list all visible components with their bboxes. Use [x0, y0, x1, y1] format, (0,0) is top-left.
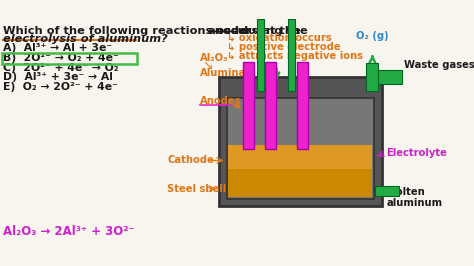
- Bar: [243, 62, 254, 149]
- Text: Waste gases: Waste gases: [404, 60, 474, 70]
- Text: O₂ (g): O₂ (g): [356, 31, 389, 41]
- Text: A)  Al³⁺ → Al + 3e⁻: A) Al³⁺ → Al + 3e⁻: [3, 43, 112, 53]
- Bar: [288, 19, 295, 91]
- Text: Al₂O₃ → 2Al³⁺ + 3O²⁻: Al₂O₃ → 2Al³⁺ + 3O²⁻: [2, 225, 134, 238]
- Bar: [227, 98, 374, 199]
- Bar: [219, 77, 382, 206]
- Text: electrolysis of aluminum?: electrolysis of aluminum?: [2, 34, 167, 44]
- Bar: [375, 186, 399, 196]
- Text: Al₂O₃: Al₂O₃: [200, 53, 228, 63]
- Text: ↳ oxidation occurs: ↳ oxidation occurs: [227, 33, 331, 43]
- Text: Alumina: Alumina: [200, 68, 246, 78]
- Text: ↘: ↘: [202, 59, 213, 72]
- Text: Electrolyte: Electrolyte: [386, 148, 447, 158]
- Text: Anodes: Anodes: [200, 96, 241, 106]
- Text: Steel shell: Steel shell: [167, 184, 227, 194]
- Bar: [228, 145, 373, 169]
- Bar: [2, 53, 137, 64]
- Bar: [297, 62, 308, 149]
- Bar: [378, 70, 402, 84]
- Text: Molten
aluminum: Molten aluminum: [386, 186, 442, 208]
- Text: anode: anode: [208, 26, 247, 36]
- Text: Which of the following reactions occurs at the: Which of the following reactions occurs …: [2, 26, 304, 36]
- Text: E)  O₂ → 2O²⁻ + 4e⁻: E) O₂ → 2O²⁻ + 4e⁻: [3, 82, 118, 92]
- Bar: [366, 64, 378, 91]
- Text: B)  2O²⁻ → O₂ + 4e⁻: B) 2O²⁻ → O₂ + 4e⁻: [3, 53, 119, 63]
- Text: C)  2O²⁻ + 4e⁻ → O₂: C) 2O²⁻ + 4e⁻ → O₂: [3, 63, 119, 73]
- Text: ↳ attracts negative ions: ↳ attracts negative ions: [227, 52, 363, 61]
- Bar: [228, 167, 373, 197]
- Text: D)  Al³⁺ + 3e⁻ → Al: D) Al³⁺ + 3e⁻ → Al: [3, 72, 113, 82]
- Text: Cathode: Cathode: [167, 155, 214, 165]
- Bar: [257, 19, 264, 91]
- Bar: [265, 62, 276, 149]
- Text: ↳ positive electrode: ↳ positive electrode: [227, 42, 340, 52]
- Text: during the: during the: [236, 26, 308, 36]
